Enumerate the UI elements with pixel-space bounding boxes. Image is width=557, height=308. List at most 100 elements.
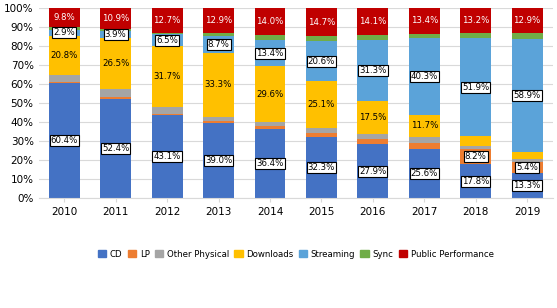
Text: 40.3%: 40.3% [411,72,438,81]
Bar [255,8,285,35]
Text: 17.8%: 17.8% [462,177,490,186]
Bar [100,8,131,29]
Text: 5.4%: 5.4% [516,163,538,172]
Text: 36.4%: 36.4% [256,159,284,168]
Bar [512,38,543,152]
Bar [100,38,131,88]
Bar [152,8,183,33]
Bar [49,27,80,30]
Text: 14.7%: 14.7% [307,18,335,27]
Bar [358,101,388,134]
Bar [100,29,131,31]
Bar [49,75,80,82]
Text: 25.1%: 25.1% [307,100,335,109]
Bar [306,81,337,128]
Bar [409,8,439,34]
Text: 52.4%: 52.4% [102,144,129,153]
Bar [358,134,388,140]
Bar [255,66,285,122]
Text: 58.9%: 58.9% [514,91,541,99]
Bar [460,33,491,38]
Bar [255,35,285,40]
Bar [100,88,131,97]
Text: 31.7%: 31.7% [153,72,181,81]
Bar [512,162,543,172]
Text: 6.5%: 6.5% [156,36,178,45]
Text: 11.7%: 11.7% [411,121,438,130]
Bar [152,33,183,34]
Bar [460,38,491,136]
Bar [358,144,388,198]
Bar [49,82,80,83]
Bar [512,33,543,38]
Bar [306,36,337,42]
Text: 12.9%: 12.9% [205,16,232,25]
Bar [409,34,439,38]
Bar [358,35,388,40]
Bar [306,42,337,81]
Text: 20.8%: 20.8% [51,51,78,60]
Bar [49,83,80,198]
Text: 3.9%: 3.9% [105,30,126,39]
Bar [460,149,491,164]
Bar [409,137,439,144]
Bar [460,146,491,149]
Bar [152,34,183,46]
Text: 43.1%: 43.1% [153,152,181,161]
Text: 29.6%: 29.6% [256,90,284,99]
Text: 26.5%: 26.5% [102,59,129,68]
Legend: CD, LP, Other Physical, Downloads, Streaming, Sync, Public Performance: CD, LP, Other Physical, Downloads, Strea… [94,246,497,262]
Text: 51.9%: 51.9% [462,83,489,91]
Text: 13.2%: 13.2% [462,16,490,25]
Text: 17.5%: 17.5% [359,113,387,122]
Bar [358,140,388,144]
Text: 8.2%: 8.2% [465,152,487,161]
Bar [358,8,388,35]
Text: 39.0%: 39.0% [205,156,232,165]
Text: 10.9%: 10.9% [102,14,129,23]
Text: 2.9%: 2.9% [53,28,75,38]
Bar [152,46,183,107]
Bar [409,115,439,137]
Bar [152,107,183,114]
Text: 33.3%: 33.3% [205,80,232,89]
Text: 13.3%: 13.3% [514,181,541,190]
Bar [306,128,337,133]
Bar [460,136,491,146]
Bar [409,144,439,149]
Text: 32.3%: 32.3% [307,163,335,172]
Bar [203,117,234,121]
Text: 25.6%: 25.6% [411,169,438,178]
Bar [255,40,285,66]
Text: 12.7%: 12.7% [153,16,181,25]
Bar [49,8,80,27]
Text: 12.9%: 12.9% [514,16,541,25]
Text: 9.8%: 9.8% [53,13,75,22]
Bar [152,114,183,116]
Bar [512,152,543,159]
Bar [512,8,543,33]
Bar [100,99,131,198]
Text: 8.7%: 8.7% [208,40,229,49]
Text: 14.1%: 14.1% [359,17,387,26]
Bar [203,36,234,53]
Bar [306,137,337,198]
Bar [49,36,80,75]
Bar [460,8,491,33]
Bar [203,33,234,36]
Bar [203,53,234,117]
Bar [100,31,131,38]
Bar [306,8,337,36]
Bar [255,122,285,126]
Bar [100,97,131,99]
Bar [49,30,80,36]
Bar [460,164,491,198]
Bar [409,149,439,198]
Bar [255,129,285,198]
Text: 13.4%: 13.4% [256,49,284,58]
Text: 27.9%: 27.9% [359,167,387,176]
Text: 14.0%: 14.0% [256,17,284,26]
Text: 20.6%: 20.6% [307,57,335,66]
Bar [512,159,543,162]
Bar [306,133,337,137]
